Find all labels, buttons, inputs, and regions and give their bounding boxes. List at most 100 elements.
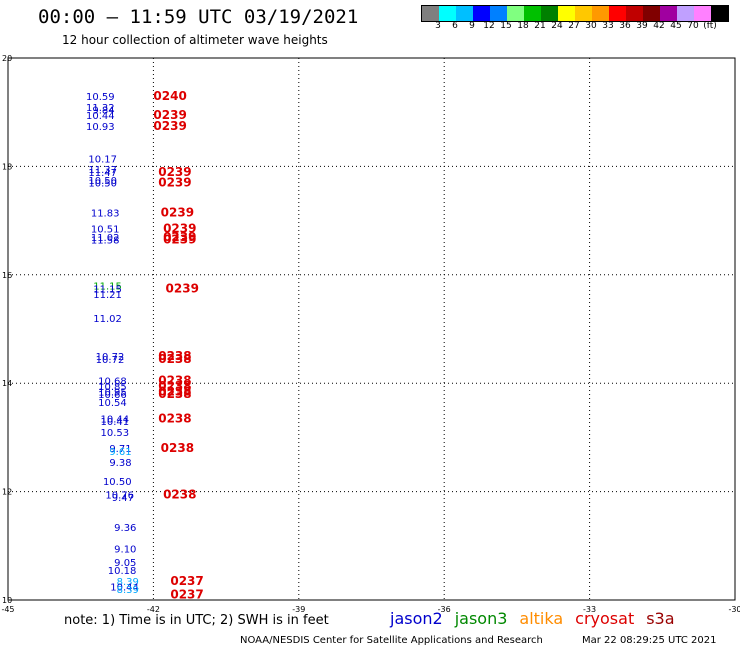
swh-value-label: 10.93 [86,122,115,133]
swh-value-label: 11.15 [93,284,122,295]
time-label: 0239 [158,165,191,179]
color-swatch [609,6,626,21]
swh-value-label: 10.51 [91,225,120,236]
color-swatch [660,6,677,21]
swh-value-label: 9.47 [112,493,134,504]
swh-value-label: 9.61 [109,447,131,458]
swh-value-label: 11.02 [93,314,122,325]
time-label: 0238 [161,441,194,455]
color-swatch [473,6,490,21]
y-tick-label: 18 [2,162,12,171]
color-scale-bar [421,5,729,22]
x-tick-label: -30 [728,605,740,614]
swh-value-label: 10.18 [108,566,137,577]
color-scale-label: 12 [483,21,495,31]
time-label: 0239 [161,205,194,219]
map-frame [7,57,736,601]
color-scale-label: 33 [602,21,614,31]
legend-entry: jason2 [390,609,443,628]
color-swatch [524,6,541,21]
swh-value-label: 9.84 [92,105,114,116]
color-swatch [643,6,660,21]
color-scale-label: 9 [469,21,475,31]
satellite-legend: jason2 jason3 altika cryosat s3a [390,609,687,628]
time-label: 0239 [166,281,199,295]
time-label: 0238 [158,384,191,398]
color-scale-label: 30 [585,21,597,31]
swh-value-label: 10.72 [96,352,125,363]
y-tick-label: 12 [2,488,12,497]
color-scale-label: 27 [568,21,580,31]
time-label: 0239 [163,222,196,236]
y-tick-label: 16 [2,271,12,280]
swh-value-label: 10.50 [88,176,117,187]
color-scale-label: 70 [687,21,699,31]
time-label: 0237 [170,588,203,602]
legend-entry: jason3 [454,609,508,628]
swh-value-label: 10.85 [98,382,127,393]
swh-value-label: 10.53 [101,428,130,439]
color-swatch [456,6,473,21]
x-tick-label: -39 [292,605,305,614]
color-scale-label: 39 [636,21,648,31]
color-scale-label: 24 [551,21,563,31]
x-tick-label: -33 [583,605,596,614]
swh-value-label: 10.50 [103,477,132,488]
color-swatch [694,6,711,21]
swh-value-label: 10.44 [101,414,130,425]
swh-value-label: 9.71 [109,444,131,455]
time-label: 0239 [163,230,196,244]
swh-value-label: 11.37 [88,165,117,176]
color-scale-label: 15 [500,21,512,31]
swh-value-label: 10.59 [86,92,115,103]
time-label: 0238 [158,373,191,387]
legend-entry: s3a [646,609,675,628]
y-tick-label: 20 [2,54,12,63]
time-label: 0239 [158,176,191,190]
swh-value-label: 11.47 [88,168,117,179]
swh-value-label: 10.50 [88,179,117,190]
swh-value-label: 9.36 [114,523,136,534]
swh-value-label: 9.05 [114,558,136,569]
color-swatch [490,6,507,21]
swh-value-label: 10.66 [98,390,127,401]
x-tick-label: -45 [1,605,14,614]
color-swatch [592,6,609,21]
color-swatch [711,6,728,21]
swh-value-label: 8.39 [117,585,139,596]
swh-value-label: 11.21 [93,290,122,301]
swh-value-label: 11.15 [93,282,122,293]
time-label: 0238 [158,349,191,363]
generated-timestamp: Mar 22 08:29:25 UTC 2021 [582,635,717,646]
color-swatch [507,6,524,21]
page-subtitle: 12 hour collection of altimeter wave hei… [62,33,328,47]
swh-value-label: 11.83 [91,208,120,219]
time-label: 0238 [158,387,191,401]
color-swatch [677,6,694,21]
swh-value-label: 10.76 [105,490,134,501]
swh-value-label: 10.95 [98,387,127,398]
swh-value-label: 11.02 [91,233,120,244]
legend-entry: cryosat [575,609,635,628]
x-tick-label: -42 [147,605,160,614]
color-swatch [626,6,643,21]
time-label: 0238 [163,487,196,501]
color-scale-label: 3 [435,21,441,31]
time-label: 0237 [170,574,203,588]
color-scale-label: 21 [534,21,546,31]
swh-value-label: 10.41 [101,417,130,428]
time-label: 0239 [153,119,186,133]
y-tick-label: 10 [2,596,12,605]
time-label: 0238 [158,379,191,393]
swh-value-label: 10.72 [96,355,125,366]
y-tick-label: 14 [2,379,12,388]
color-swatch [575,6,592,21]
color-scale-label: 18 [517,21,529,31]
color-scale-label: (ft) [703,21,717,31]
units-note: note: 1) Time is in UTC; 2) SWH is in fe… [64,613,329,628]
credit-line: NOAA/NESDIS Center for Satellite Applica… [240,635,543,646]
color-scale-labels: 3 6 9 12 15 18 21 24 27 30 33 36 39 42 45 70 (ft) [421,21,740,33]
color-scale-label: 36 [619,21,631,31]
color-swatch [558,6,575,21]
swh-value-label: 10.68 [98,376,127,387]
